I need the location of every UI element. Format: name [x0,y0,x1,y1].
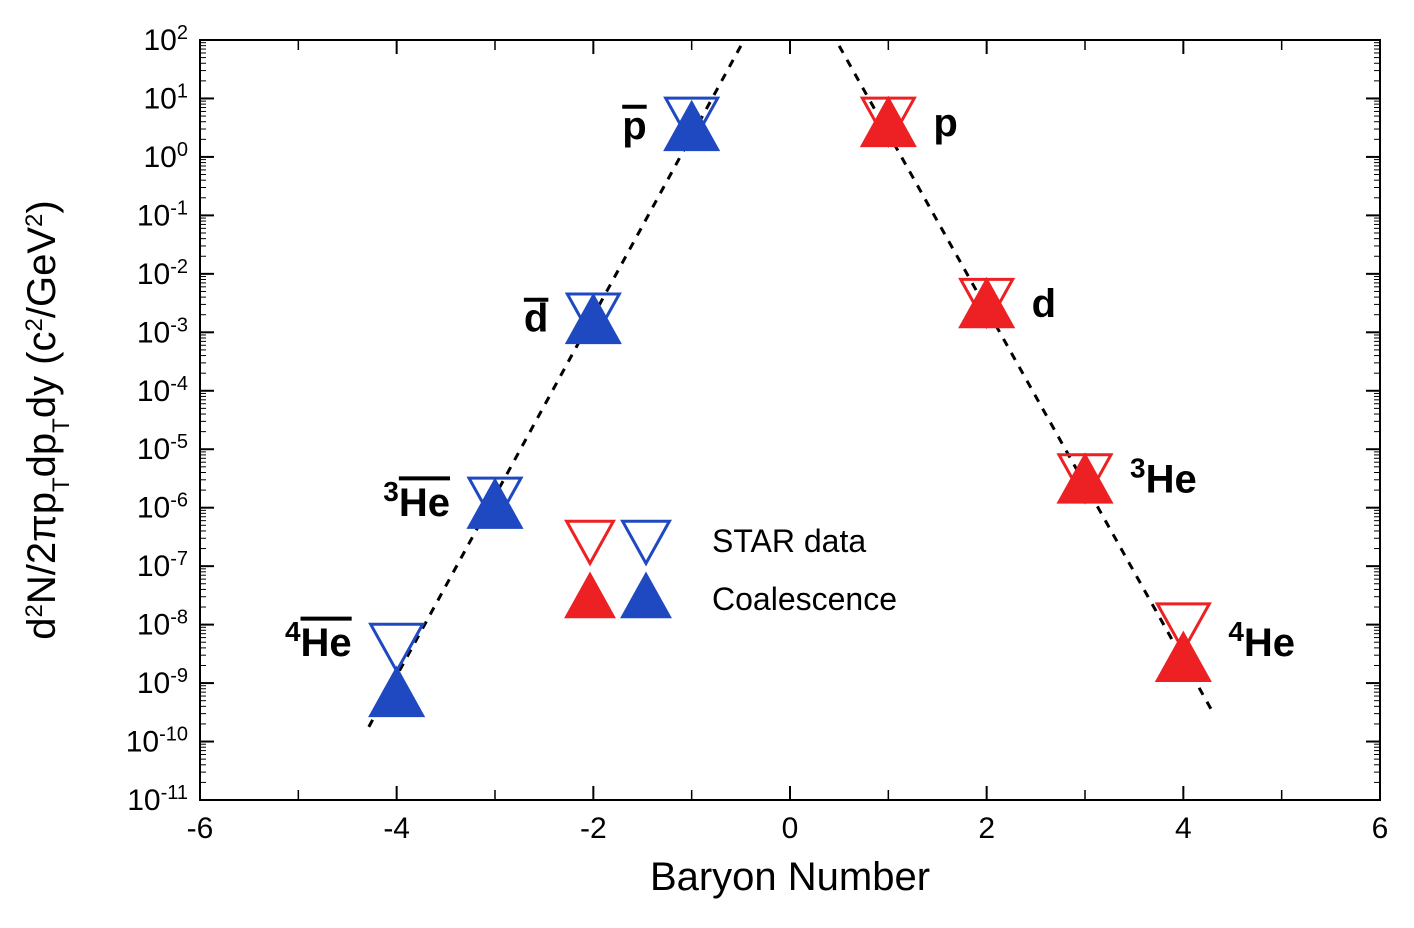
y-tick-label: 10-2 [137,256,188,291]
marker-coalescence-anti [469,481,521,528]
legend-marker [623,521,670,563]
y-tick-label: 10-7 [137,548,188,583]
x-tick-label: -6 [187,812,214,845]
y-tick-label: 10-11 [127,782,188,817]
point-label: 4He [285,616,352,666]
chart-svg: -6 -4 -2 0 2 4 6 10-11 10-10 10-9 10-8 10-7 10-6 10-5… [0,0,1414,928]
x-axis-label: Baryon Number [650,855,930,899]
point-label: d [1032,282,1056,326]
svg-text:p: p [933,101,957,145]
y-tick-label: 101 [144,80,189,115]
x-tick-label: -4 [383,812,410,845]
plot-frame [200,40,1380,800]
y-tick-label: 102 [144,22,189,57]
marker-coalescence-anti [567,296,619,343]
svg-text:4He: 4He [285,616,352,666]
svg-text:4He: 4He [1228,616,1295,666]
y-tick-label: 10-3 [137,314,188,349]
y-tick-label: 10-9 [137,665,188,700]
marker-coalescence-anti [371,669,423,716]
chart-container: -6 -4 -2 0 2 4 6 10-11 10-10 10-9 10-8 10-7 10-6 10-5… [0,0,1414,928]
point-label: d [524,297,548,341]
svg-text:3He: 3He [383,475,450,525]
x-tick-label: 0 [782,812,799,845]
y-tick-label: 10-8 [137,607,188,642]
point-label: p [933,101,957,145]
x-tick-label: 2 [978,812,995,845]
marker-coalescence-matter [1157,634,1209,681]
x-tick-label: 6 [1372,812,1389,845]
point-label: 3He [1130,452,1197,502]
y-tick-label: 10-5 [137,431,188,466]
legend-marker [567,521,614,563]
point-label: 4He [1228,616,1295,666]
y-tick-label: 10-10 [126,724,188,759]
y-tick-label: 10-1 [137,197,188,232]
marker-stardata-anti [371,624,423,671]
marker-coalescence-matter [1059,455,1111,502]
point-label: 3He [383,475,450,525]
legend-marker [567,575,614,617]
svg-text:d: d [524,297,548,341]
y-tick-label: 10-6 [137,490,188,525]
x-tick-label: 4 [1175,812,1192,845]
y-tick-label: 10-4 [137,373,188,408]
point-label: p [622,104,646,148]
y-axis-label: d2N/2πpTdpTdy (c2/GeV2) [20,200,75,639]
svg-text:d: d [1032,282,1056,326]
legend-marker [623,575,670,617]
marker-coalescence-matter [862,99,914,146]
svg-text:p: p [622,104,646,148]
x-tick-label: -2 [580,812,607,845]
legend-label: STAR data [712,523,866,559]
marker-coalescence-matter [961,280,1013,327]
svg-text:3He: 3He [1130,452,1197,502]
legend-label: Coalescence [712,581,897,617]
y-tick-label: 100 [144,139,189,174]
